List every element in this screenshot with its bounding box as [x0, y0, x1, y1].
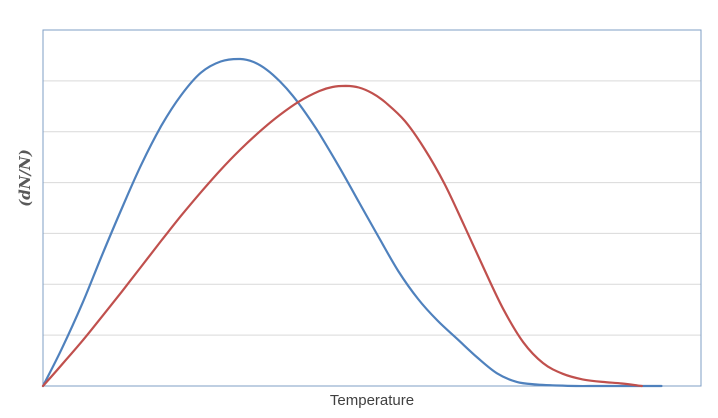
series-group: [41, 57, 663, 388]
y-axis-label: (dN/N): [16, 149, 34, 207]
plot-area-border: [42, 29, 702, 387]
x-axis-label: Temperature: [330, 392, 414, 409]
series-line-1: [41, 57, 663, 388]
series-line-2: [41, 84, 643, 388]
gridlines: [43, 80, 701, 336]
